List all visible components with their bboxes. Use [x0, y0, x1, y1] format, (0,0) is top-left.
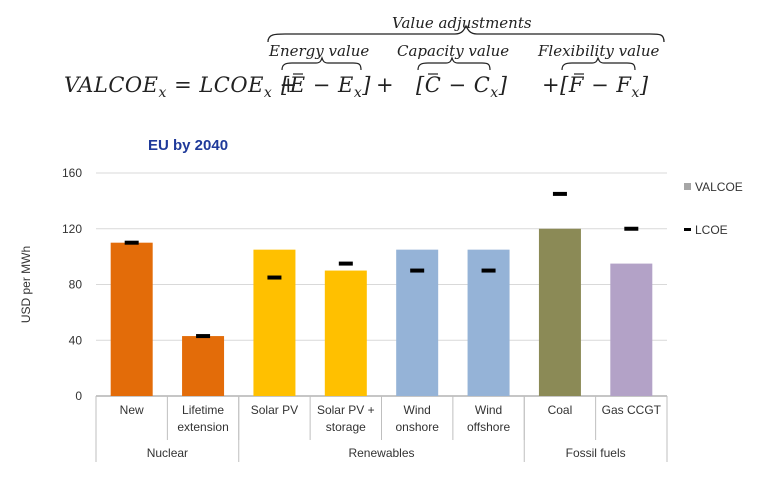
flexibility-expr: +[F − Fx]: [542, 73, 649, 102]
category-label: Lifetime: [182, 403, 224, 417]
valcoe-bar: [253, 249, 296, 396]
energy-value-label: Energy value: [269, 42, 370, 60]
category-label: Wind: [404, 403, 431, 417]
y-tick-label: 160: [62, 166, 82, 180]
y-axis-label: USD per MWh: [19, 246, 33, 323]
valcoe-bar: [610, 263, 653, 396]
lcoe-marker: [124, 240, 139, 245]
capacity-brace: [417, 56, 491, 71]
valcoe-bar: [467, 249, 510, 396]
energy-expr: [E − Ex]: [281, 73, 371, 102]
group-label: Fossil fuels: [566, 446, 626, 460]
formula: Value adjustments Energy value Capacity …: [0, 0, 769, 110]
lcoe-marker: [338, 261, 353, 266]
category-label: Wind: [475, 403, 502, 417]
lcoe-marker: [624, 226, 639, 231]
valcoe-bar: [182, 336, 225, 396]
value-adjustments-label: Value adjustments: [392, 14, 532, 32]
formula-main: VALCOEx = LCOEx +: [64, 73, 298, 101]
legend-lcoe-swatch: [684, 228, 691, 231]
capacity-value-label: Capacity value: [397, 42, 510, 60]
category-label: Solar PV +: [317, 403, 375, 417]
category-label: offshore: [467, 420, 510, 434]
y-tick-label: 40: [69, 333, 83, 347]
y-tick-label: 0: [75, 389, 82, 403]
energy-brace: [281, 56, 362, 71]
category-label: onshore: [396, 420, 440, 434]
group-label: Renewables: [348, 446, 414, 460]
category-label: Gas CCGT: [602, 403, 662, 417]
valcoe-bar: [110, 242, 153, 396]
c-bar-symbol: C: [424, 73, 442, 97]
c-sub: x: [490, 85, 499, 102]
lcoe-marker: [410, 268, 425, 273]
group-label: Nuclear: [147, 446, 188, 460]
legend-valcoe-label: VALCOE: [695, 180, 743, 194]
category-label: New: [120, 403, 144, 417]
legend-valcoe-swatch: [684, 183, 691, 190]
flex-prefix: +: [542, 73, 561, 97]
valcoe-bar: [324, 270, 367, 396]
y-tick-label: 80: [69, 278, 83, 292]
f-sub: x: [631, 85, 640, 102]
chart-title: EU by 2040: [148, 137, 229, 154]
y-tick-label: 120: [62, 222, 82, 236]
f-bar-symbol: F: [568, 73, 584, 97]
c-rest: − C: [441, 73, 491, 97]
f-rest: − F: [583, 73, 632, 97]
flexibility-value-label: Flexibility value: [538, 42, 660, 60]
category-label: storage: [326, 420, 366, 434]
valcoe-sub: x: [158, 85, 167, 102]
capacity-expr: [C − Cx]: [416, 73, 508, 102]
e-sub: x: [353, 85, 363, 102]
bar-chart: 0 40 80 120 160 USD per MWh New Lifetime extensi…: [19, 166, 743, 462]
lcoe-marker: [267, 275, 282, 280]
flexibility-brace: [561, 56, 636, 71]
lcoe-marker: [481, 268, 496, 273]
equals-lcoe: = LCOE: [174, 73, 264, 97]
category-label: Coal: [548, 403, 573, 417]
e-rest: − E: [305, 73, 354, 97]
legend-lcoe-label: LCOE: [695, 223, 728, 237]
category-label: Solar PV: [251, 403, 298, 417]
valcoe-term: VALCOE: [64, 73, 159, 97]
valcoe-bar: [396, 249, 439, 396]
category-label: extension: [177, 420, 228, 434]
plus-sign: +: [279, 73, 298, 97]
lcoe-marker: [552, 191, 567, 196]
e-bar-symbol: E: [289, 73, 306, 97]
plus-sign-2: +: [376, 73, 395, 97]
lcoe-sub: x: [263, 85, 273, 102]
formula-braces: [267, 24, 665, 75]
lcoe-marker: [196, 334, 211, 339]
valcoe-bar: [538, 228, 581, 396]
value-adjustments-brace: [267, 24, 665, 43]
